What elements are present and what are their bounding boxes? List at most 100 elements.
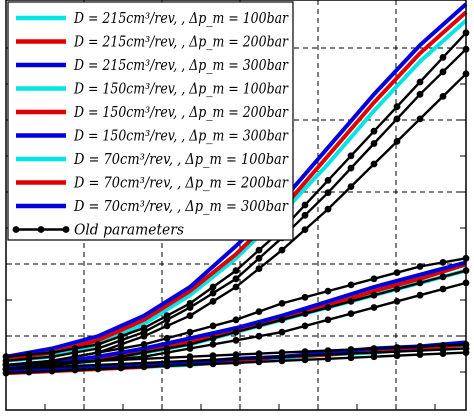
series-10-point-13 xyxy=(301,211,309,219)
series-9-point-10 xyxy=(232,267,240,274)
series-line-2 xyxy=(5,2,468,359)
series-14-point-18 xyxy=(416,291,424,299)
series-14-point-8 xyxy=(186,345,194,352)
series-11-point-13 xyxy=(301,226,309,234)
series-17-point-18 xyxy=(416,351,424,358)
series-11-point-14 xyxy=(324,205,332,213)
series-13-point-14 xyxy=(324,304,332,311)
series-17-point-4 xyxy=(94,365,102,373)
legend-marker-9-0 xyxy=(12,226,20,233)
series-10-point-7 xyxy=(163,316,171,324)
series-9-point-13 xyxy=(301,201,309,209)
series-17-point-15 xyxy=(347,354,355,362)
series-11-point-11 xyxy=(255,265,263,272)
series-11-point-17 xyxy=(393,138,401,145)
plot-frame xyxy=(5,0,467,411)
series-14-point-12 xyxy=(278,328,286,336)
legend-label-4: D = 150cm³/rev, , Δp_m = 200bar xyxy=(73,105,289,121)
series-13-point-18 xyxy=(416,279,424,287)
series-11-point-18 xyxy=(416,115,424,123)
series-14-point-14 xyxy=(324,316,332,324)
series-line-0 xyxy=(5,19,468,363)
legend-label-6: D = 70cm³/rev, , Δp_m = 100bar xyxy=(73,152,289,168)
series-12-point-11 xyxy=(255,308,263,315)
legend-label-3: D = 150cm³/rev, , Δp_m = 100bar xyxy=(73,82,289,98)
series-17-point-7 xyxy=(163,362,171,370)
series-12-point-6 xyxy=(140,341,148,348)
series-13-point-10 xyxy=(232,328,240,336)
series-11-point-7 xyxy=(163,322,171,330)
series-14-point-13 xyxy=(301,322,309,330)
series-13-point-19 xyxy=(439,273,447,281)
series-10-point-19 xyxy=(439,68,447,76)
series-17-point-5 xyxy=(117,364,125,372)
series-10-point-17 xyxy=(393,115,401,123)
series-17-point-8 xyxy=(186,361,194,369)
legend-label-7: D = 70cm³/rev, , Δp_m = 200bar xyxy=(73,176,289,192)
series-11-point-16 xyxy=(370,160,378,168)
legend-label-5: D = 150cm³/rev, , Δp_m = 300bar xyxy=(73,129,289,145)
series-9-point-14 xyxy=(324,177,332,184)
series-10-point-10 xyxy=(232,275,240,283)
series-17-point-3 xyxy=(71,366,79,374)
series-12-point-3 xyxy=(71,353,79,361)
series-11-point-8 xyxy=(186,312,194,320)
series-12-point-15 xyxy=(347,281,355,289)
series-13-point-12 xyxy=(278,316,286,324)
series-17-point-17 xyxy=(393,352,401,360)
series-17-point-13 xyxy=(301,356,309,364)
series-17-point-1 xyxy=(25,368,33,376)
legend-marker-9-2 xyxy=(62,226,70,233)
series-17-point-10 xyxy=(232,359,240,367)
series-9-point-9 xyxy=(209,283,217,291)
series-14-point-16 xyxy=(370,304,378,311)
series-9-point-15 xyxy=(347,152,355,160)
series-12-point-18 xyxy=(416,263,424,270)
series-12-point-14 xyxy=(324,287,332,295)
series-10-point-14 xyxy=(324,189,332,197)
series-14-point-9 xyxy=(209,341,217,348)
series-14-point-19 xyxy=(439,285,447,293)
series-17-point-9 xyxy=(209,360,217,368)
series-17-point-14 xyxy=(324,355,332,363)
series-line-1 xyxy=(5,10,468,361)
series-10-point-8 xyxy=(186,304,194,311)
legend: D = 215cm³/rev, , Δp_m = 100bar D = 215cm… xyxy=(7,1,294,241)
series-11-point-9 xyxy=(209,298,217,305)
legend-label-1: D = 215cm³/rev, , Δp_m = 200bar xyxy=(73,35,289,51)
series-11-point-19 xyxy=(439,93,447,100)
series-11-point-6 xyxy=(140,332,148,340)
legend-label-0: D = 215cm³/rev, , Δp_m = 100bar xyxy=(73,11,289,27)
series-14-point-15 xyxy=(347,310,355,317)
series-12-point-4 xyxy=(94,349,102,356)
series-14-point-7 xyxy=(163,349,171,356)
series-11-point-12 xyxy=(278,246,286,254)
series-13-point-15 xyxy=(347,298,355,305)
legend-label-2: D = 215cm³/rev, , Δp_m = 300bar xyxy=(73,58,289,74)
series-12-point-8 xyxy=(186,328,194,336)
series-10-point-18 xyxy=(416,90,424,98)
series-13-point-17 xyxy=(393,285,401,293)
series-12-point-12 xyxy=(278,300,286,307)
series-13-point-16 xyxy=(370,291,378,299)
series-12-point-5 xyxy=(117,345,125,352)
axes-frame xyxy=(5,0,467,411)
series-12-point-13 xyxy=(301,293,309,301)
series-13-point-13 xyxy=(301,310,309,317)
legend-label-9: Old parameters xyxy=(74,223,184,239)
series-17-point-16 xyxy=(370,353,378,361)
series-13-point-9 xyxy=(209,334,217,342)
series-11-point-10 xyxy=(232,283,240,291)
series-9-point-19 xyxy=(439,54,447,61)
series-17-point-19 xyxy=(439,350,447,357)
series-9-point-11 xyxy=(255,246,263,254)
series-13-point-11 xyxy=(255,322,263,330)
series-12-point-17 xyxy=(393,269,401,276)
series-9-point-16 xyxy=(370,127,378,135)
series-17-point-2 xyxy=(48,367,56,375)
series-14-point-10 xyxy=(232,336,240,344)
series-17-point-12 xyxy=(278,357,286,365)
series-12-point-10 xyxy=(232,316,240,324)
series-10-point-11 xyxy=(255,254,263,262)
